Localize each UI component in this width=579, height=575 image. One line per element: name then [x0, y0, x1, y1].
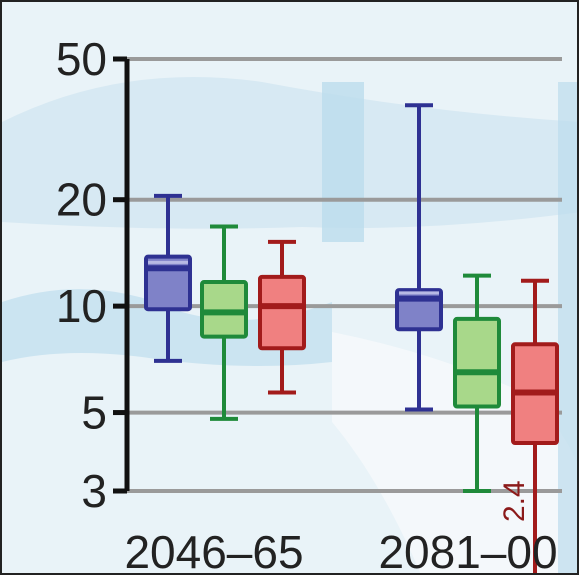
green-box-2046–65 — [200, 224, 248, 421]
red-box-2081–00 — [511, 278, 559, 573]
y-tick-label: 20 — [56, 174, 107, 226]
y-tick-label: 3 — [81, 465, 107, 517]
annotations: 2.4 — [498, 480, 531, 522]
x-category-label: 2081–00 — [378, 526, 557, 575]
y-axis — [113, 56, 130, 494]
blue-box-2046–65 — [144, 193, 192, 363]
blue-box-2081–00 — [395, 103, 443, 412]
box-iqr — [453, 316, 501, 409]
green-box-2081–00 — [453, 273, 501, 493]
x-category-label: 2046–65 — [124, 526, 303, 575]
boxes-layer — [144, 103, 559, 573]
red-box-2046–65 — [258, 239, 306, 395]
box-iqr — [144, 254, 192, 312]
box-iqr — [258, 274, 306, 351]
y-tick-label: 10 — [56, 280, 107, 332]
box-iqr — [200, 280, 248, 339]
x-category-labels: 2046–65 2081–00 — [124, 526, 557, 575]
y-tick-label: 50 — [56, 33, 107, 85]
whisker-value-annotation: 2.4 — [498, 480, 531, 522]
y-tick-label: 5 — [81, 387, 107, 439]
y-tick-labels: 3 5 10 20 50 — [56, 33, 107, 517]
